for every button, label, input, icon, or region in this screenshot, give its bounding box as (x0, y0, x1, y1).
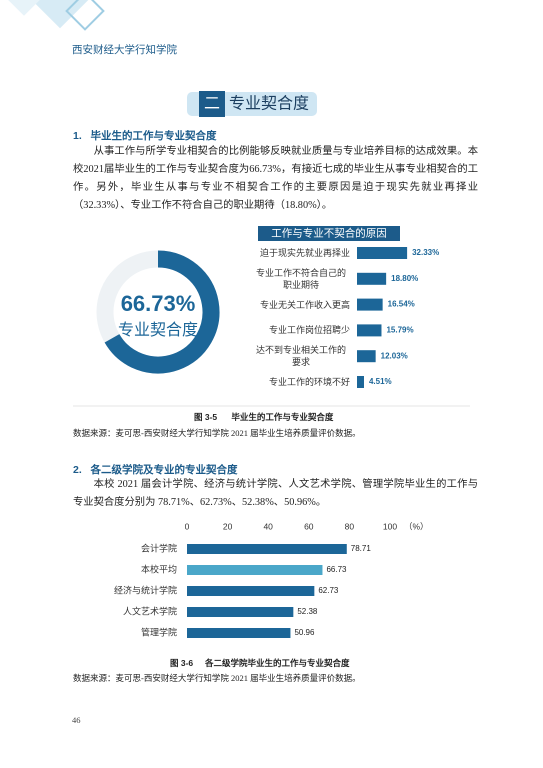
reason-label: 专业无关工作收入更高 (259, 299, 350, 310)
category-label: 管理学院 (141, 626, 177, 637)
x-tick-label: 20 (223, 521, 233, 531)
reason-label: 迫于现实先就业再择业 (259, 248, 350, 258)
reason-bar (357, 350, 376, 363)
reason-label: 专业工作岗位招聘少 (268, 325, 350, 336)
reason-bar (357, 324, 382, 337)
section-number-box (199, 91, 225, 117)
x-tick-label: 0 (185, 521, 190, 531)
reasons-title-box (258, 226, 400, 241)
caption-number: 图 3-6 (170, 658, 194, 668)
x-unit: （%） (404, 521, 429, 531)
diamond (31, 0, 89, 29)
donut-segment (104, 250, 220, 374)
reason-bar (357, 272, 387, 285)
bar (187, 565, 323, 575)
reason-value: 16.54% (388, 300, 415, 309)
paragraph: 从事工作与所学专业相契合的比例能够反映就业质量与专业培养目标的达成效果。本校20… (73, 146, 478, 211)
reason-bar (357, 376, 364, 388)
reason-value: 15.79% (386, 326, 413, 335)
reason-label-box: 专业工作不符合自己的职业期待 (252, 267, 350, 291)
x-tick-label: 40 (263, 521, 273, 531)
bar (187, 607, 294, 617)
donut-label: 专业契合度 (118, 321, 198, 339)
caption-number: 图 3-5 (194, 412, 218, 422)
reason-label-box: 专业无关工作收入更高 (252, 293, 350, 317)
section-number: 二 (204, 96, 220, 113)
reason-label: 达不到专业相关工作的要求 (255, 345, 346, 368)
reason-value: 4.51% (369, 377, 392, 386)
section-title: 专业契合度 (229, 95, 309, 113)
reason-label-box: 达不到专业相关工作的要求 (252, 344, 350, 368)
reason-value: 18.80% (391, 274, 418, 283)
bar-value: 66.73 (326, 565, 347, 574)
reason-bar (357, 247, 408, 259)
bar (187, 628, 291, 638)
subsection-number: 1. (73, 130, 82, 142)
category-label: 经济与统计学院 (114, 584, 177, 595)
bar-value: 78.71 (351, 544, 372, 553)
reason-label-box: 专业工作的环境不好 (252, 370, 350, 394)
header-school: 西安财经大学行知学院 (72, 45, 177, 56)
reason-label-box: 专业工作岗位招聘少 (252, 318, 350, 342)
subsection-title: 各二级学院及专业的专业契合度 (90, 464, 238, 476)
paragraph: 本校 2021 届会计学院、经济与统计学院、人文艺术学院、管理学院毕业生的工作与… (73, 479, 478, 508)
reason-value: 12.03% (381, 351, 408, 360)
reason-value: 32.33% (412, 248, 439, 257)
reason-bar (357, 298, 383, 311)
diamond (65, 0, 105, 31)
data-source: 数据来源：麦可思-西安财经大学行知学院 2021 届毕业生培养质量评价数据。 (73, 673, 361, 683)
reason-label-box: 迫于现实先就业再择业 (252, 241, 350, 265)
x-tick-label: 60 (304, 521, 314, 531)
subsection-number: 2. (73, 464, 82, 476)
reason-label: 专业工作的环境不好 (268, 377, 350, 387)
figure-caption: 图 3-5 毕业生的工作与专业契合度 (194, 411, 333, 423)
x-tick-label: 100 (383, 521, 397, 531)
subsection-heading: 2. 各二级学院及专业的专业契合度 (73, 462, 238, 477)
page-number: 46 (72, 715, 81, 725)
corner-decoration (4, 0, 105, 31)
bar (187, 586, 315, 596)
reason-label: 专业工作不符合自己的职业期待 (255, 267, 346, 290)
reasons-title: 工作与专业不契合的原因 (271, 226, 387, 239)
bar-value: 62.73 (318, 586, 339, 595)
donut-value: 66.73% (121, 291, 196, 316)
bar-value: 52.38 (297, 607, 318, 616)
diamond (4, 0, 44, 16)
x-tick-label: 80 (345, 521, 355, 531)
category-label: 人文艺术学院 (123, 605, 177, 616)
figure-caption: 图 3-6 各二级学院毕业生的工作与专业契合度 (170, 657, 349, 669)
category-label: 本校平均 (141, 563, 177, 574)
bar (187, 544, 347, 554)
subsection-heading: 1. 毕业生的工作与专业契合度 (73, 128, 217, 143)
data-source: 数据来源：麦可思-西安财经大学行知学院 2021 届毕业生培养质量评价数据。 (73, 428, 361, 438)
category-label: 会计学院 (141, 542, 177, 553)
caption-title: 各二级学院毕业生的工作与专业契合度 (204, 658, 350, 668)
bar-value: 50.96 (294, 628, 315, 637)
subsection-title: 毕业生的工作与专业契合度 (90, 130, 217, 142)
caption-title: 毕业生的工作与专业契合度 (231, 412, 334, 422)
